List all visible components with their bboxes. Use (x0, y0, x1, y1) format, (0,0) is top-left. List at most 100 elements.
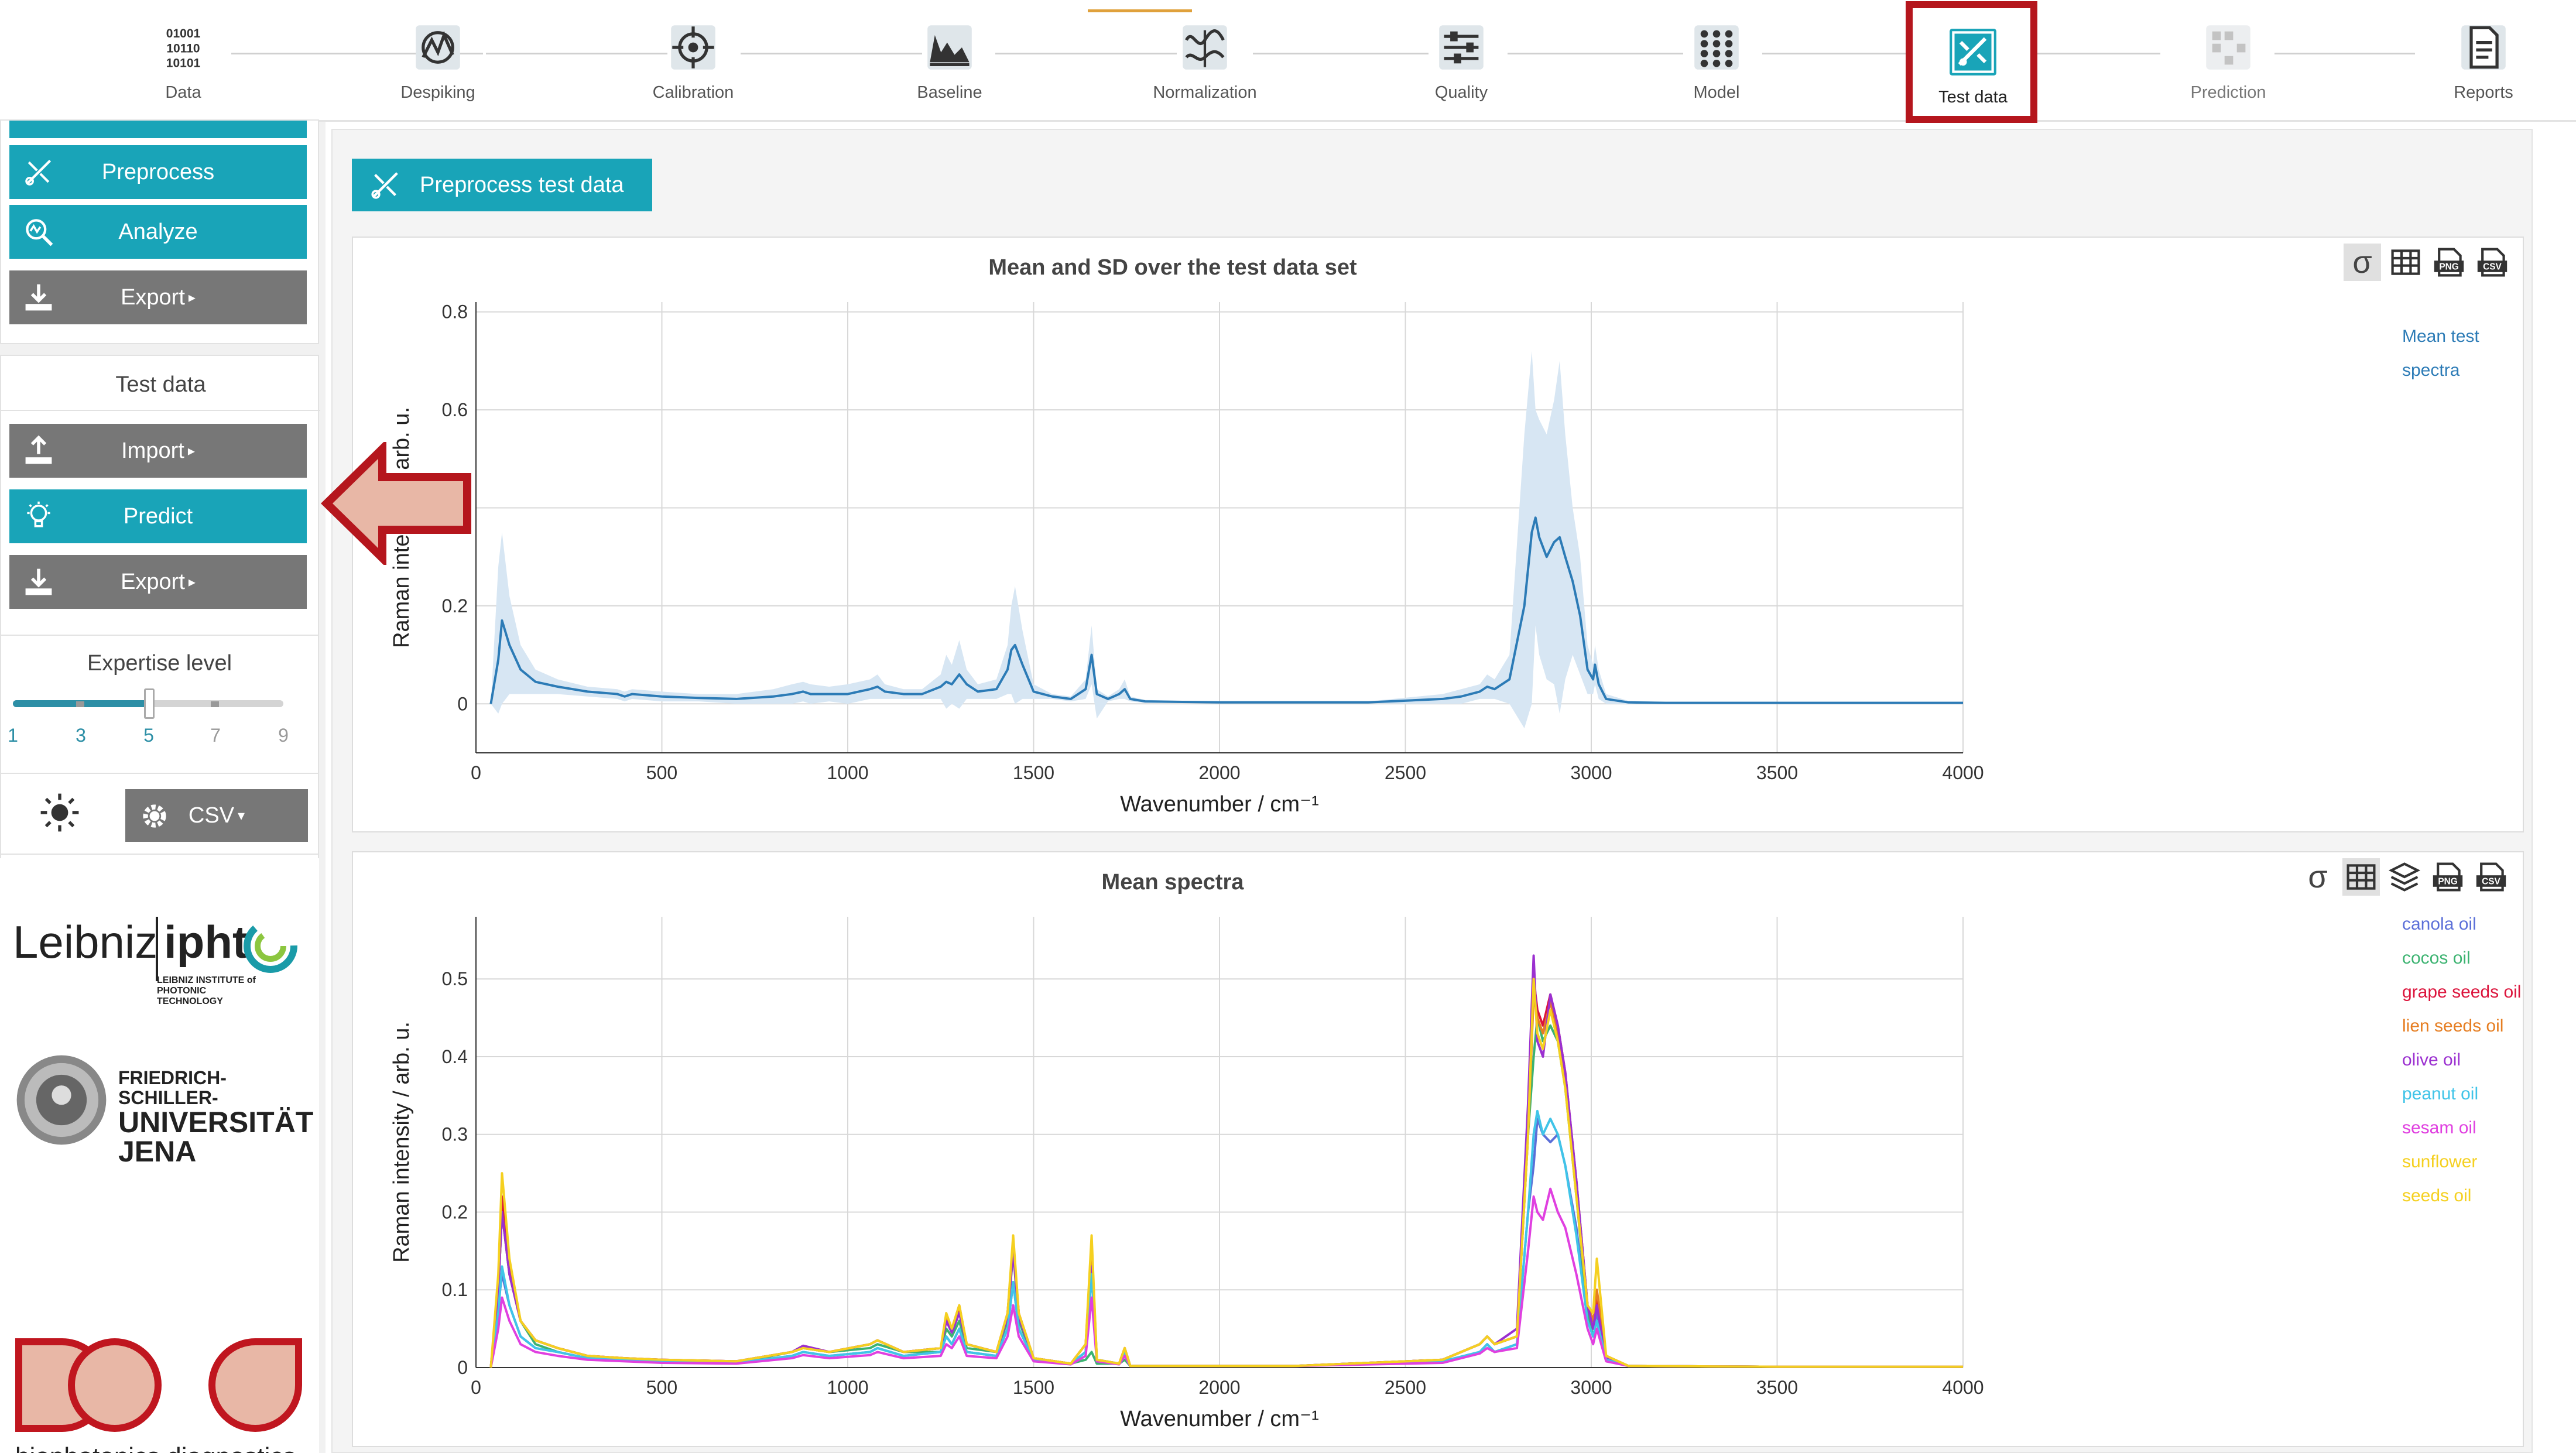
workflow-connector (1253, 53, 1429, 54)
legend-item[interactable]: olive oil (2402, 1050, 2461, 1070)
export-model-button[interactable]: Export ▸ (9, 270, 307, 324)
step-label: Baseline (917, 83, 982, 102)
x-tick-label: 4000 (1942, 762, 1984, 783)
export-label: Export (121, 569, 185, 594)
legend-item[interactable]: grape seeds oil (2402, 982, 2522, 1002)
preprocess-icon (371, 172, 398, 199)
legend-item[interactable]: Mean test spectra (2402, 327, 2479, 380)
x-axis-label: Wavenumber / cm⁻¹ (1120, 1407, 1319, 1431)
x-tick-label: 2500 (1385, 762, 1426, 783)
x-tick-label: 3500 (1756, 762, 1798, 783)
calibration-target-icon (667, 21, 720, 74)
table-grid-icon (2391, 249, 2420, 275)
workflow-connector (1508, 53, 1683, 54)
legend-item[interactable]: lien seeds oil (2402, 1016, 2504, 1036)
settings-panel: CSV ▾ (0, 773, 319, 855)
series-line (489, 516, 1963, 704)
legend-item[interactable]: sunflower seeds oil (2402, 1152, 2478, 1205)
chart-title: Mean and SD over the test data set (988, 255, 1357, 280)
x-tick-label: 3000 (1570, 1377, 1612, 1398)
step-label: Despiking (400, 83, 475, 102)
gear-icon (143, 804, 166, 828)
layers-icon (2388, 862, 2421, 892)
bpd-logo: biophotonics diagnostics (15, 1338, 302, 1453)
binary-data-icon: 01001 10110 10101 (157, 21, 210, 74)
tick-label: 7 (210, 725, 221, 746)
step-reports[interactable]: Reports (2413, 21, 2554, 109)
step-quality[interactable]: Quality (1391, 21, 1532, 109)
baseline-spectrum-icon (923, 21, 976, 74)
png-file-icon: PNG (2434, 248, 2464, 277)
series-line (489, 1187, 1963, 1368)
step-normalization[interactable]: Normalization (1135, 21, 1275, 109)
sun-icon[interactable] (39, 791, 81, 834)
test-data-title: Test data (115, 372, 206, 397)
mean-sd-plot: 0500100015002000250030003500400000.20.40… (389, 301, 1984, 817)
y-axis-label: Raman intensity / arb. u. (389, 1022, 414, 1263)
workflow-connector (1762, 53, 1909, 54)
step-label: Data (165, 83, 201, 102)
step-despiking[interactable]: Despiking (368, 21, 508, 109)
normalization-icon (1179, 21, 1231, 74)
legend-item[interactable]: canola oil (2402, 914, 2476, 934)
x-tick-label: 1000 (827, 1377, 868, 1398)
step-label: Quality (1434, 83, 1488, 102)
png-download-button[interactable]: PNG (2430, 244, 2468, 281)
x-tick-label: 4000 (1942, 1377, 1984, 1398)
sd-band (491, 351, 1964, 729)
workflow-bar: 01001 10110 10101 Data Despiking Calibrati… (0, 0, 2576, 123)
x-tick-label: 2500 (1385, 1377, 1426, 1398)
step-data[interactable]: 01001 10110 10101 Data (113, 21, 254, 109)
step-calibration[interactable]: Calibration (623, 21, 763, 109)
step-label: Model (1693, 83, 1740, 102)
step-label: Normalization (1153, 83, 1257, 102)
png-download-button[interactable]: PNG (2429, 858, 2467, 896)
table-view-button[interactable] (2342, 858, 2380, 896)
sigma-toggle-button[interactable]: σ (2308, 859, 2328, 895)
csv-download-button[interactable]: CSV (2472, 858, 2510, 896)
step-baseline[interactable]: Baseline (879, 21, 1020, 109)
preprocess-test-data-button[interactable]: Preprocess test data (352, 159, 652, 211)
despiking-icon (412, 21, 464, 74)
import-test-button[interactable]: Import ▸ (9, 424, 307, 478)
sidebar: Preprocess Analyze Export ▸ Test data Imp… (0, 119, 326, 1453)
x-tick-label: 500 (646, 1377, 677, 1398)
legend-item[interactable]: sesam oil (2402, 1118, 2476, 1137)
active-step-highlight (1906, 1, 2037, 123)
download-icon (25, 568, 52, 595)
step-label: Prediction (2190, 83, 2266, 102)
layers-button[interactable] (2386, 858, 2423, 896)
csv-file-icon: CSV (2476, 862, 2506, 892)
workflow-connector (995, 53, 1177, 54)
step-model[interactable]: Model (1646, 21, 1787, 109)
upload-icon (25, 435, 52, 464)
sigma-toggle-button[interactable]: σ (2344, 244, 2381, 281)
analyze-search-icon (26, 219, 53, 246)
tick-label: 3 (76, 725, 86, 746)
table-view-button[interactable] (2387, 244, 2424, 281)
legend-item[interactable]: cocos oil (2402, 948, 2471, 968)
workflow-connector (2274, 53, 2415, 54)
step-label: Calibration (652, 83, 734, 102)
y-tick-label: 0 (457, 1357, 468, 1378)
progress-accent (1088, 9, 1192, 12)
legend-item[interactable]: peanut oil (2402, 1084, 2479, 1104)
predict-button[interactable]: Predict (9, 489, 307, 543)
preprocess-test-label: Preprocess test data (420, 172, 624, 197)
chart-legend: canola oil cocos oil grape seeds oil lien s… (2402, 907, 2523, 1213)
format-dropdown[interactable]: CSV ▾ (125, 789, 308, 842)
step-test-data[interactable]: Test data (1903, 26, 2043, 114)
slider-handle[interactable] (144, 688, 155, 719)
preprocess-button[interactable]: Preprocess (9, 145, 307, 199)
csv-download-button[interactable]: CSV (2474, 244, 2511, 281)
chart-toolbar: σ PNG CSV (2344, 244, 2511, 281)
tick-label: 1 (8, 725, 18, 746)
analyze-button[interactable]: Analyze (9, 205, 307, 259)
y-tick-label: 0 (457, 693, 468, 714)
export-test-button[interactable]: Export ▸ (9, 555, 307, 609)
x-tick-label: 0 (471, 762, 481, 783)
svg-text:01001: 01001 (166, 27, 201, 40)
y-tick-label: 0.5 (442, 968, 468, 989)
analyze-label: Analyze (118, 219, 198, 244)
hidden-data-button[interactable] (9, 121, 307, 138)
